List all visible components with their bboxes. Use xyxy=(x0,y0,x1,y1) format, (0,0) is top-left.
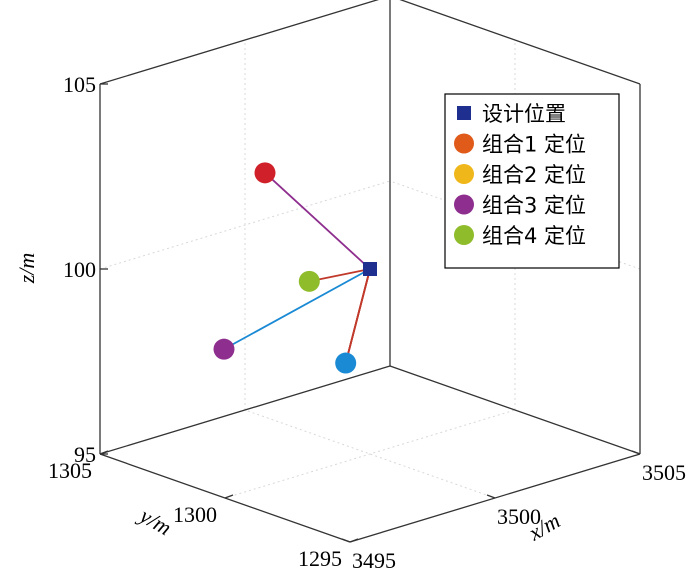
x-tick xyxy=(341,538,351,543)
box-edge xyxy=(399,0,641,85)
legend-marker xyxy=(457,106,471,120)
y-tick-label: 1300 xyxy=(173,502,217,527)
z-tick-label: 100 xyxy=(63,257,96,282)
x-tick-label: 3505 xyxy=(642,460,686,485)
box-edge xyxy=(389,365,641,455)
legend-label: 组合4 定位 xyxy=(482,224,586,248)
location-point xyxy=(254,162,276,184)
x-tick-label: 3495 xyxy=(352,548,396,569)
x-tick xyxy=(486,494,496,499)
design-point xyxy=(363,262,377,276)
box-edge xyxy=(99,0,380,85)
axes-box xyxy=(99,0,641,543)
legend-marker xyxy=(454,133,474,154)
legend-box xyxy=(444,93,620,269)
box-edge xyxy=(99,365,391,455)
data-marks xyxy=(213,162,377,374)
ticks: 95 100 105 1295 1300 1305 3495 3500 3505 xyxy=(48,72,686,569)
location-point xyxy=(335,352,357,374)
y-tick-label: 1295 xyxy=(298,546,342,569)
y-tick xyxy=(349,538,359,543)
z-tick-label: 105 xyxy=(63,72,96,97)
legend-label: 设计位置 xyxy=(482,102,566,126)
legend-marker xyxy=(454,194,474,215)
x-tick xyxy=(631,450,641,455)
x-tick-label: 3500 xyxy=(497,504,541,529)
y-tick-label: 1305 xyxy=(48,458,92,483)
legend-marker xyxy=(454,164,474,184)
grid-line xyxy=(244,409,496,499)
legend-label: 组合1 定位 xyxy=(482,133,586,157)
legend-marker xyxy=(454,225,474,245)
z-axis-label: z/m xyxy=(14,253,39,285)
legend-label: 组合2 定位 xyxy=(482,163,586,187)
grid-line xyxy=(389,180,641,270)
z-tick-label: 95 xyxy=(74,442,96,467)
error-line xyxy=(223,268,371,350)
location-point xyxy=(298,270,320,292)
grid-line xyxy=(224,409,516,499)
y-tick xyxy=(224,494,234,499)
error-line xyxy=(264,172,371,270)
location-point xyxy=(213,338,235,360)
y-axis-label: y/m xyxy=(134,502,176,541)
y-tick xyxy=(99,450,109,455)
legend-label: 组合3 定位 xyxy=(482,194,586,218)
error-line xyxy=(344,268,371,364)
grid-line xyxy=(99,180,391,270)
